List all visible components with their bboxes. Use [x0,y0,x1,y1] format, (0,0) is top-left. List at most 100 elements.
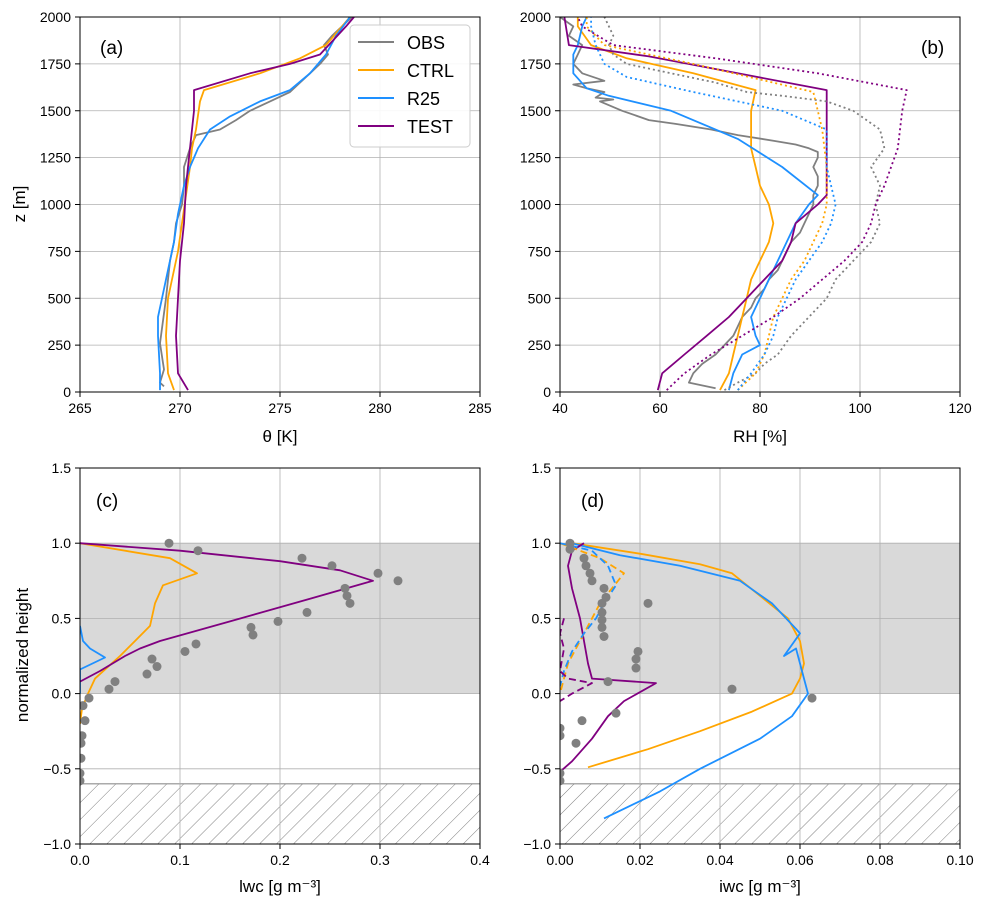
y-tick-label: 1000 [520,197,551,213]
point-obs [585,568,595,578]
xlabel-d: iwc [g m⁻³] [719,877,801,896]
panel-d: (d) iwc [g m⁻³] 0.00 0.02 0.04 0.06 0.08 0.10… [523,460,973,896]
point-obs [611,708,621,718]
y-tick-label: −1.0 [523,836,551,852]
point-obs [80,701,88,711]
point-obs [80,716,90,726]
series-line-ctrl [576,17,775,391]
point-obs [393,576,403,586]
y-tick-label: 750 [528,243,552,259]
axes-frame [559,467,961,845]
point-obs [727,684,737,694]
x-tick-label: 0.06 [786,852,813,868]
y-tick-label: 1.5 [52,460,72,476]
ylabel-c: normalized height [13,588,32,722]
series-line-ctrl [571,542,805,769]
series-line-r25 [157,17,351,391]
y-tick-label: 250 [48,337,72,353]
y-tick-label: 1000 [40,197,71,213]
y-tick-label: 1250 [520,150,551,166]
x-tick-label: 0.10 [946,852,973,868]
x-tick-label: 0.04 [706,852,733,868]
xlabel-a: θ [K] [263,427,298,446]
point-obs [643,598,653,608]
point-obs [191,639,201,649]
panel-a: (a) θ [K] z [m] 265 270 275 280 285 0 250 500 75… [10,9,492,446]
x-tick-label: 100 [848,400,872,416]
series-line-r25-dotted [590,17,837,391]
series-line-ctrl [165,17,351,391]
series-line-test [560,542,657,773]
series-line-r25 [571,542,809,820]
y-tick-label: −1.0 [43,836,71,852]
x-tick-label: 0.02 [626,852,653,868]
point-obs [579,553,589,563]
legend-box [349,24,471,148]
y-tick-label: 1.5 [532,460,552,476]
point-obs [80,776,85,786]
panel-label-a: (a) [100,38,123,59]
x-tick-label: 120 [948,400,972,416]
axes-frame [559,16,961,393]
x-tick-label: 80 [752,400,768,416]
point-obs [80,738,86,748]
y-tick-label: 1.0 [52,535,72,551]
x-tick-label: 280 [368,400,392,416]
point-obs [597,622,607,632]
point-obs [587,576,597,586]
x-tick-label: 0.08 [866,852,893,868]
point-obs [597,598,607,608]
y-tick-label: 0.5 [52,610,72,626]
point-obs [565,544,575,554]
y-tick-label: 0 [63,384,71,400]
series-line-obs [159,17,353,388]
point-obs [560,731,565,741]
point-obs [104,684,114,694]
point-obs [597,607,607,617]
panel-b: (b) RH [%] 40 60 80 100 120 0 250 500 750 1000 125… [520,9,972,446]
y-tick-label: 500 [528,290,552,306]
y-tick-label: 0 [543,384,551,400]
point-obs [142,669,152,679]
x-tick-label: 270 [168,400,192,416]
point-obs [273,616,283,626]
point-obs [571,738,581,748]
point-obs [373,568,383,578]
x-tick-label: 0.0 [70,852,90,868]
legend-label-test: TEST [407,117,453,137]
series-line-test [175,17,355,391]
y-tick-label: 0.0 [532,686,552,702]
y-tick-label: 500 [48,290,72,306]
point-obs [180,646,190,656]
point-obs [603,677,613,687]
point-obs [327,561,337,571]
y-tick-label: 750 [48,243,72,259]
surface-hatch [559,783,961,845]
series-line-test-dashed [560,618,593,702]
y-tick-label: 1750 [40,56,71,72]
ylabel-a: z [m] [10,186,29,223]
point-obs [599,631,609,641]
point-obs [560,776,565,786]
xlabel-c: lwc [g m⁻³] [239,877,321,896]
point-obs [631,654,641,664]
point-obs [84,693,94,703]
y-tick-label: 2000 [520,9,551,25]
x-tick-label: 0.2 [270,852,290,868]
panel-label-d: (d) [581,491,604,512]
y-tick-label: 0.5 [532,610,552,626]
point-obs [560,723,565,733]
plot-area [560,538,817,820]
plot-area [157,17,355,391]
y-tick-label: 0.0 [52,686,72,702]
point-obs [581,561,591,571]
axes-frame [79,467,481,845]
y-tick-label: 1250 [40,150,71,166]
point-obs [80,768,85,778]
point-obs [577,716,587,726]
point-obs [193,546,203,556]
x-tick-label: 265 [68,400,92,416]
point-obs [80,731,87,741]
point-obs [807,693,817,703]
